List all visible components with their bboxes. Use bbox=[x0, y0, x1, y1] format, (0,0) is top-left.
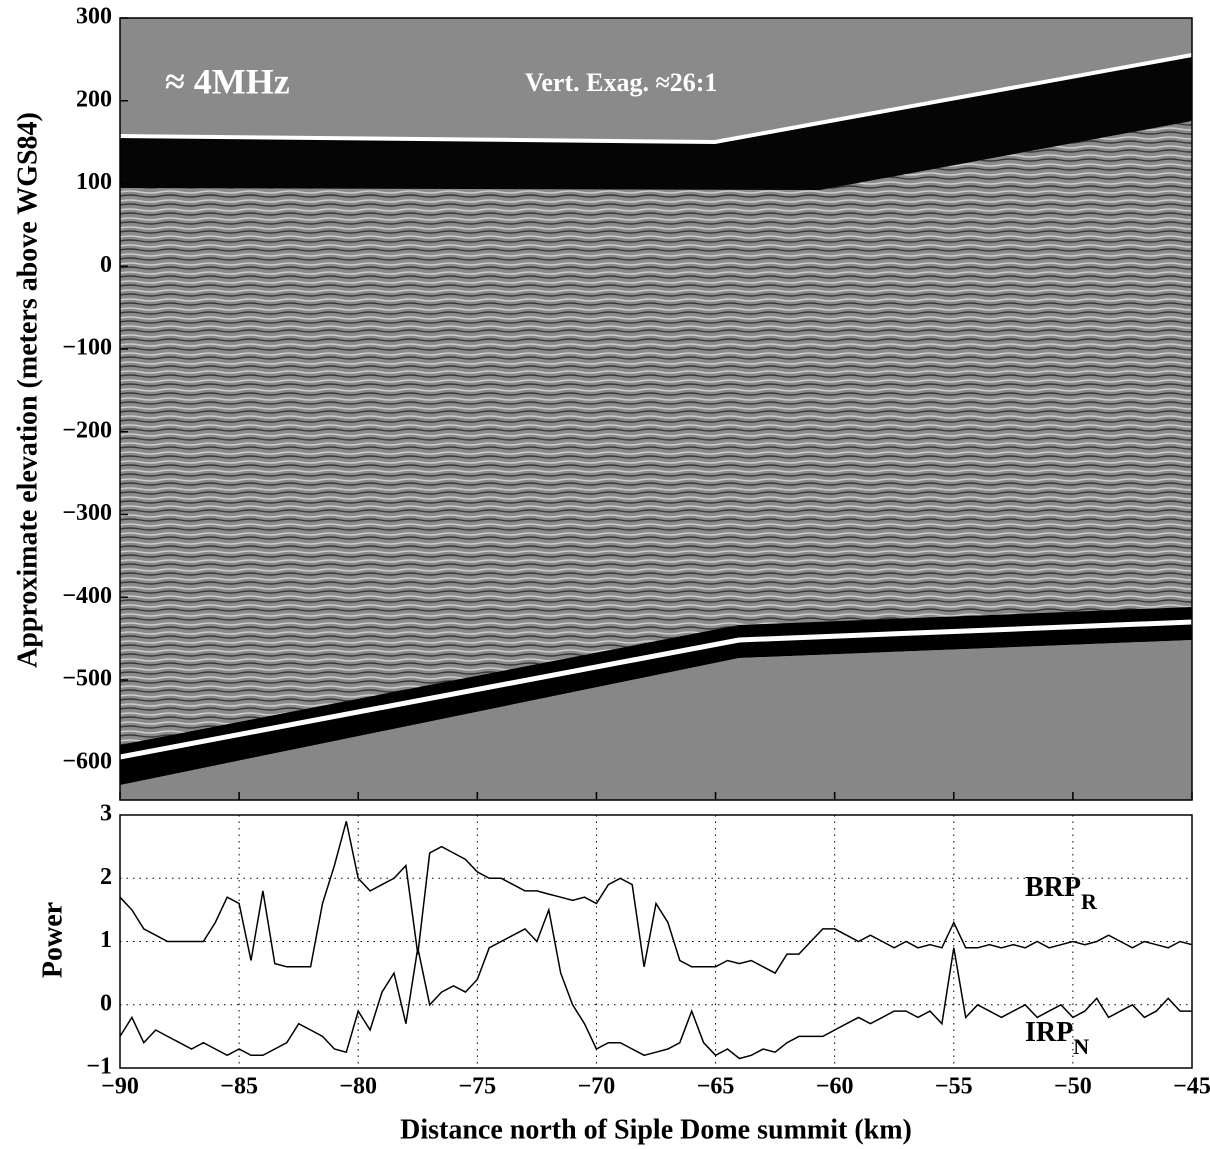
y-tick-label: 2 bbox=[100, 864, 112, 890]
y-tick-label: −400 bbox=[62, 583, 112, 609]
x-tick-label: −55 bbox=[935, 1074, 973, 1100]
air-gap bbox=[120, 55, 1192, 190]
x-tick-label: −50 bbox=[1054, 1074, 1092, 1100]
y-tick-label: 3 bbox=[100, 801, 112, 827]
series-label: IRPN bbox=[1025, 1017, 1089, 1059]
x-tick-label: −80 bbox=[339, 1074, 377, 1100]
x-tick-label: −70 bbox=[578, 1074, 616, 1100]
x-tick-label: −65 bbox=[697, 1074, 735, 1100]
x-tick-label: −45 bbox=[1173, 1074, 1210, 1100]
x-tick-label: −85 bbox=[220, 1074, 258, 1100]
y-tick-label: −500 bbox=[62, 666, 112, 692]
annotation: ≈ 4MHz bbox=[165, 61, 290, 101]
series-line bbox=[119, 907, 1192, 1060]
y-axis-label: Approximate elevation (meters above WGS8… bbox=[12, 112, 43, 668]
label-subscript: N bbox=[1073, 1034, 1089, 1059]
y-tick-label: 0 bbox=[100, 990, 112, 1016]
y-tick-label: −100 bbox=[62, 335, 112, 361]
y-tick-label: 300 bbox=[76, 4, 112, 30]
annotation: Vert. Exag. ≈26:1 bbox=[525, 68, 717, 97]
bed-highlight bbox=[119, 619, 1193, 760]
label-subscript: R bbox=[1081, 889, 1098, 914]
label-text: BRP bbox=[1025, 872, 1081, 903]
y-axis-label: Power bbox=[37, 902, 68, 978]
y-tick-label: 1 bbox=[100, 927, 112, 953]
y-tick-label: 200 bbox=[76, 86, 112, 112]
below-bed bbox=[120, 640, 1192, 800]
plot-frame bbox=[119, 17, 1193, 801]
y-tick-label: −200 bbox=[62, 417, 112, 443]
x-axis-label: Distance north of Siple Dome summit (km) bbox=[400, 1114, 912, 1145]
series-label: BRPR bbox=[1025, 872, 1098, 914]
y-tick-label: −1 bbox=[86, 1054, 112, 1080]
y-tick-label: 100 bbox=[76, 169, 112, 195]
surface-reflection bbox=[119, 53, 1193, 145]
x-tick-label: −75 bbox=[458, 1074, 496, 1100]
x-tick-label: −90 bbox=[101, 1074, 139, 1100]
internal-layers bbox=[120, 121, 1192, 755]
label-text: IRP bbox=[1025, 1017, 1073, 1048]
y-tick-label: −300 bbox=[62, 500, 112, 526]
y-tick-label: 0 bbox=[100, 252, 112, 278]
y-tick-label: −600 bbox=[62, 748, 112, 774]
series-line bbox=[119, 821, 1193, 975]
x-tick-label: −60 bbox=[816, 1074, 854, 1100]
radar-image bbox=[119, 17, 1193, 801]
